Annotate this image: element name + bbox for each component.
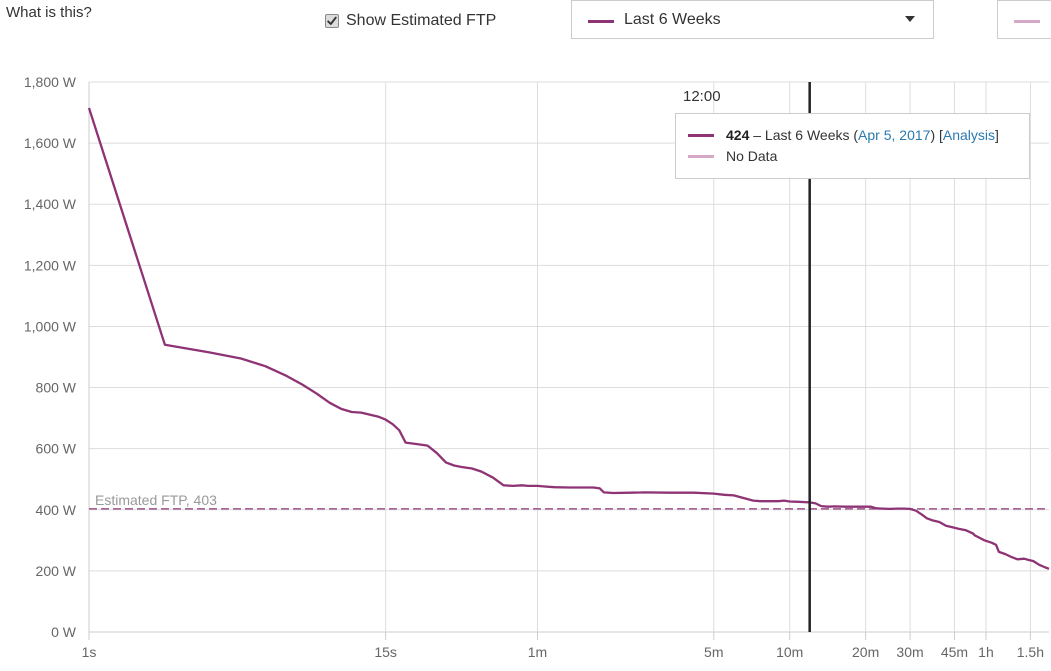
tooltip-primary-swatch <box>688 133 714 137</box>
x-tick-label: 1m <box>528 644 547 660</box>
tooltip-date-link[interactable]: Apr 5, 2017 <box>858 127 931 143</box>
y-tick-label: 200 W <box>36 563 77 579</box>
y-tick-label: 0 W <box>51 624 77 640</box>
y-tick-label: 1,200 W <box>24 257 77 273</box>
hover-tooltip: 424 – Last 6 Weeks (Apr 5, 2017) [Analys… <box>675 113 1030 179</box>
x-tick-label: 30m <box>896 644 923 660</box>
x-tick-label: 1.5h <box>1017 644 1044 660</box>
y-tick-label: 1,000 W <box>24 318 77 334</box>
series-line-last-6-weeks <box>87 107 1050 570</box>
date-range-label: Last 6 Weeks <box>624 11 721 28</box>
tooltip-row-compare: No Data <box>688 148 777 164</box>
cursor-time-label: 12:00 <box>683 88 721 105</box>
tooltip-no-data: No Data <box>726 148 778 164</box>
compare-series-swatch <box>1014 20 1040 23</box>
tooltip-bracket-open: ) [ <box>930 127 943 143</box>
tooltip-row-primary: 424 – Last 6 Weeks (Apr 5, 2017) [Analys… <box>688 127 999 143</box>
tooltip-value: 424 <box>726 127 750 143</box>
estimated-ftp-label: Estimated FTP, 403 <box>95 492 217 508</box>
tooltip-compare-swatch <box>688 154 714 158</box>
y-tick-label: 1,800 W <box>24 74 77 90</box>
show-estimated-ftp-toggle[interactable]: Show Estimated FTP <box>325 12 496 30</box>
y-tick-label: 600 W <box>36 441 77 457</box>
compare-range-select[interactable] <box>997 0 1051 39</box>
tooltip-analysis-link[interactable]: Analysis <box>942 127 996 143</box>
what-is-this-link[interactable]: What is this? <box>6 4 92 21</box>
tooltip-series-text: – Last 6 Weeks ( <box>749 127 859 143</box>
x-tick-label: 20m <box>852 644 879 660</box>
x-tick-label: 1h <box>978 644 994 660</box>
chevron-down-icon <box>905 16 915 22</box>
y-tick-label: 800 W <box>36 380 77 396</box>
x-tick-label: 5m <box>704 644 723 660</box>
range-series-swatch <box>588 20 614 23</box>
show-ftp-checkbox[interactable] <box>325 14 339 28</box>
x-tick-label: 15s <box>374 644 397 660</box>
x-tick-label: 10m <box>776 644 803 660</box>
tooltip-bracket-close: ] <box>995 127 999 143</box>
date-range-select[interactable]: Last 6 Weeks <box>571 0 934 39</box>
checkmark-icon <box>327 16 337 25</box>
y-tick-label: 400 W <box>36 502 77 518</box>
x-tick-label: 45m <box>941 644 968 660</box>
show-ftp-label: Show Estimated FTP <box>346 12 497 29</box>
x-tick-label: 1s <box>82 644 97 660</box>
y-tick-label: 1,400 W <box>24 196 77 212</box>
y-tick-label: 1,600 W <box>24 135 77 151</box>
